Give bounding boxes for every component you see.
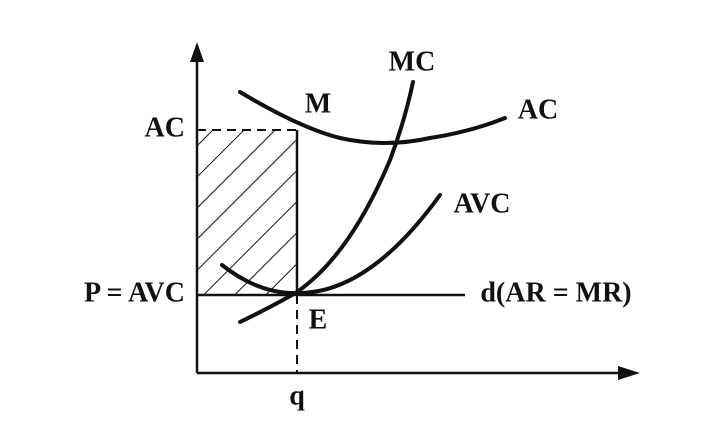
y-axis-arrow [190, 42, 204, 62]
avc-curve [220, 193, 442, 296]
point-e: E [309, 304, 328, 335]
ac-label: AC [518, 94, 558, 125]
q-label: q [289, 380, 305, 411]
y-label-p: P = AVC [84, 277, 185, 308]
demand-label: d(AR = MR) [480, 277, 631, 308]
point-m: M [305, 88, 331, 119]
y-label-ac: AC [145, 112, 185, 143]
mc-curve [238, 80, 415, 324]
ac-curve [238, 90, 507, 145]
avc-label: AVC [453, 188, 510, 219]
mc-label: MC [389, 46, 436, 77]
x-axis-arrow [618, 366, 640, 380]
hatched-area [197, 130, 297, 295]
